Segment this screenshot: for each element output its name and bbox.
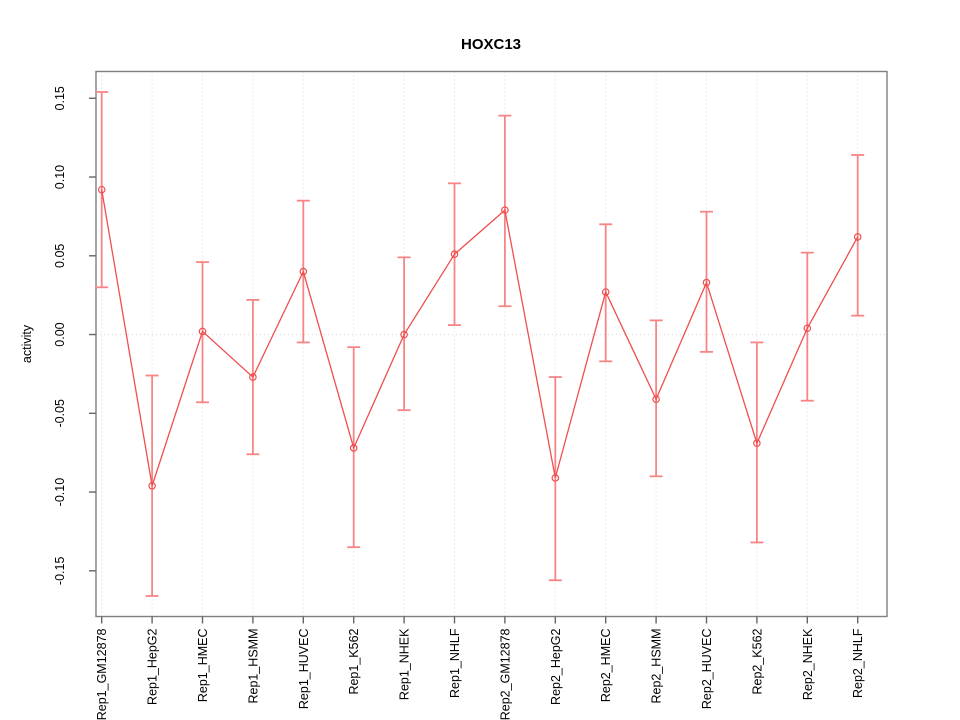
y-tick-label: 0.15 xyxy=(53,86,67,110)
data-point xyxy=(652,395,660,403)
data-point xyxy=(249,373,257,381)
data-point xyxy=(601,288,610,296)
plot-area: 0.15 0.10 0.05 0.00 -0.05 -0.10 -0.15 Rep1_GM12… xyxy=(53,70,888,720)
plot-border xyxy=(95,70,888,618)
x-tick-label: Rep2_K562 xyxy=(750,628,764,694)
x-tick-label: Rep2_GM12878 xyxy=(498,628,512,720)
data-point xyxy=(702,278,711,287)
chart-title: HOXC13 xyxy=(461,36,521,53)
data-point xyxy=(551,474,560,482)
x-tick-label: Rep2_HMEC xyxy=(599,629,613,703)
data-point xyxy=(299,267,308,276)
data-point xyxy=(450,250,459,259)
x-tick-label: Rep1_GM12878 xyxy=(95,628,109,720)
x-tick-label: Rep1_HSMM xyxy=(246,629,260,704)
x-tick-label: Rep1_HepG2 xyxy=(146,628,160,704)
x-tick-label: Rep2_NHEK xyxy=(801,628,815,700)
data-point xyxy=(198,327,207,336)
y-tick-label: 0.00 xyxy=(53,322,67,346)
x-tick-label: Rep2_HUVEC xyxy=(700,629,714,710)
y-axis-label: activity xyxy=(20,324,34,363)
x-tick-label: Rep1_HMEC xyxy=(196,629,210,703)
data-point xyxy=(148,481,156,490)
x-tick-label: Rep1_NHEK xyxy=(398,628,412,700)
y-tick-label: -0.10 xyxy=(53,478,67,507)
x-tick-label: Rep2_HepG2 xyxy=(549,628,563,704)
x-tick-label: Rep2_NHLF xyxy=(851,628,865,698)
series-line xyxy=(101,189,859,486)
x-tick-label: Rep1_K562 xyxy=(347,628,361,694)
x-tick-label: Rep1_NHLF xyxy=(448,628,462,698)
data-point xyxy=(753,439,761,448)
y-tick-label: -0.05 xyxy=(53,399,67,428)
data-point xyxy=(349,444,358,452)
data-point xyxy=(501,206,509,214)
y-tick-label: 0.05 xyxy=(53,244,67,268)
x-tick-label: Rep2_HSMM xyxy=(650,629,664,704)
y-tick-label: -0.15 xyxy=(53,557,67,586)
data-point xyxy=(853,233,862,241)
data-point xyxy=(803,324,812,333)
data-point xyxy=(400,330,408,339)
x-tick-label: Rep1_HUVEC xyxy=(297,629,311,710)
data-point xyxy=(97,185,106,194)
y-tick-label: 0.10 xyxy=(53,165,67,189)
